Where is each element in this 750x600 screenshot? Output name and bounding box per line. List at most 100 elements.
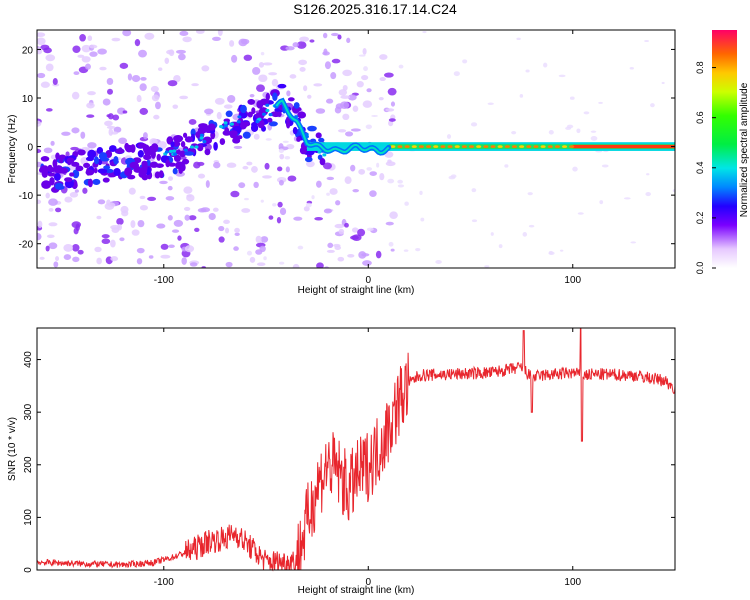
noise-blob [335,200,341,206]
noise-blob [136,258,143,265]
noise-blob [277,201,283,208]
signal-core [223,121,228,125]
noise-blob [37,72,46,79]
signal-blob [39,165,50,174]
noise-blob [601,164,609,168]
noise-blob [337,129,347,133]
noise-blob [48,222,58,227]
tone-peak [440,145,446,148]
noise-blob [344,176,352,185]
noise-blob [77,249,84,255]
signal-blob [219,138,226,146]
noise-blob [462,59,468,64]
colorbar-gradient [712,30,737,268]
signal-core [219,124,224,129]
noise-blob [94,246,102,253]
signal-blob [52,159,58,168]
signal-blob [315,132,322,139]
signal-blob [69,172,75,177]
noise-blob [672,189,675,193]
signal-blob [156,153,161,161]
noise-blob [45,192,50,199]
noise-blob [277,166,283,172]
noise-blob [87,35,93,42]
noise-blob [644,40,650,43]
noise-blob [361,253,370,257]
spectrogram-frame [36,29,676,269]
noise-blob [151,94,160,102]
noise-blob [249,256,256,263]
signal-blob [87,178,93,188]
y-tick-label: 300 [23,403,34,420]
signal-blob [113,168,121,176]
noise-blob [279,177,286,180]
signal-blob [172,167,178,175]
noise-blob [40,81,50,88]
signal-core [255,119,260,124]
noise-blob [252,66,261,75]
noise-blob [484,265,490,268]
noise-blob [351,234,362,241]
noise-blob [137,219,145,228]
noise-blob [80,131,86,139]
signal-blob [75,165,84,172]
noise-blob [490,232,494,236]
noise-blob [212,207,219,212]
noise-blob [471,188,477,193]
y-tick-label: 20 [22,45,34,56]
tone-peak [490,145,496,148]
noise-blob [122,110,128,114]
noise-blob [191,83,199,87]
signal-blob [287,97,295,102]
noise-blob [375,250,382,259]
signal-blob [293,102,300,109]
noise-blob [205,180,210,188]
noise-blob [249,93,255,98]
noise-blob [136,247,145,254]
noise-blob [183,186,193,194]
noise-blob [331,32,339,37]
noise-blob [278,179,284,186]
signal-blob [251,107,256,115]
noise-blob [106,77,114,86]
signal-blob [66,157,75,164]
noise-blob [389,211,398,219]
noise-blob [415,247,421,252]
signal-core [168,149,173,154]
noise-blob [48,198,58,206]
noise-blob [97,199,106,205]
noise-blob [86,102,95,109]
colorbar: 0.0 0.2 0.4 0.6 0.8 Normalized spectral ampl… [695,30,750,274]
noise-blob [134,39,141,47]
noise-blob [325,98,334,104]
noise-blob [194,227,200,232]
tone-peak [483,145,489,148]
signal-blob [173,134,184,143]
y-tick-label: -10 [19,191,34,202]
noise-blob [342,69,353,77]
noise-blob [293,216,303,221]
x-tick-label: -100 [154,577,174,588]
noise-blob [45,54,56,62]
spectrogram-y-axis-label: Frequency (Hz) [7,115,18,184]
noise-blob [218,226,225,232]
noise-blob [379,77,386,82]
spectrogram-x-axis-label: Height of straight line (km) [298,285,415,296]
noise-blob [383,72,394,78]
signal-core [189,145,194,149]
noise-blob [99,66,107,71]
noise-blob [422,30,427,34]
noise-blob [173,74,181,83]
snr-series-line [36,327,676,572]
signal-core [237,115,242,119]
noise-blob [379,54,388,60]
x-tick-label: 0 [365,577,371,588]
signal-blob [259,98,270,106]
noise-blob [339,101,350,109]
noise-blob [504,164,509,168]
tone-peak [526,145,532,148]
noise-blob [167,176,174,181]
noise-blob [72,45,81,54]
tone-peak [504,145,510,148]
noise-blob [279,153,285,160]
